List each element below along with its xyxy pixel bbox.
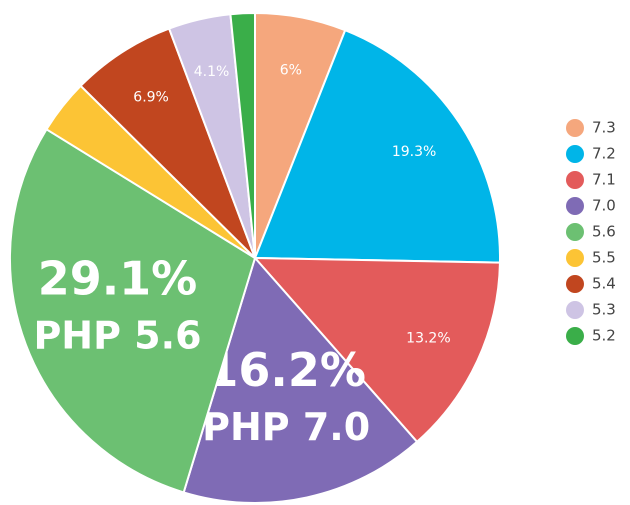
slice-value-label: 29.1% bbox=[38, 251, 198, 305]
pie-slice bbox=[253, 28, 501, 264]
legend-swatch bbox=[566, 301, 584, 319]
legend-label: 5.6 bbox=[592, 223, 616, 241]
pie-slice bbox=[9, 127, 257, 494]
slice-value-label: 13.2% bbox=[406, 330, 450, 346]
pie-slice bbox=[229, 11, 256, 259]
pie-slice bbox=[182, 255, 419, 504]
legend-swatch bbox=[566, 249, 584, 267]
pie-slice bbox=[79, 27, 256, 259]
legend-swatch bbox=[566, 275, 584, 293]
legend-swatch bbox=[566, 145, 584, 163]
legend-swatch bbox=[566, 223, 584, 241]
legend-swatch bbox=[566, 119, 584, 137]
legend-swatch bbox=[566, 327, 584, 345]
slice-value-label: 19.3% bbox=[392, 144, 436, 160]
legend-label: 7.3 bbox=[592, 119, 616, 137]
slice-value-label: 6.9% bbox=[133, 90, 169, 106]
slice-caption: PHP 5.6 bbox=[33, 313, 201, 357]
legend-swatch bbox=[566, 197, 584, 215]
slice-caption: PHP 7.0 bbox=[202, 405, 370, 449]
slice-value-label: 4.1% bbox=[194, 64, 230, 80]
pie-slice bbox=[252, 256, 501, 444]
legend-label: 5.5 bbox=[592, 249, 616, 267]
legend-label: 7.1 bbox=[592, 171, 616, 189]
legend-label: 5.4 bbox=[592, 275, 616, 293]
slice-value-label: 16.2% bbox=[206, 343, 366, 397]
legend-label: 5.3 bbox=[592, 301, 616, 319]
legend-label: 5.2 bbox=[592, 327, 616, 345]
slice-value-label: 6% bbox=[280, 62, 302, 78]
legend-swatch bbox=[566, 171, 584, 189]
legend-label: 7.2 bbox=[592, 145, 616, 163]
legend-label: 7.0 bbox=[592, 197, 616, 215]
